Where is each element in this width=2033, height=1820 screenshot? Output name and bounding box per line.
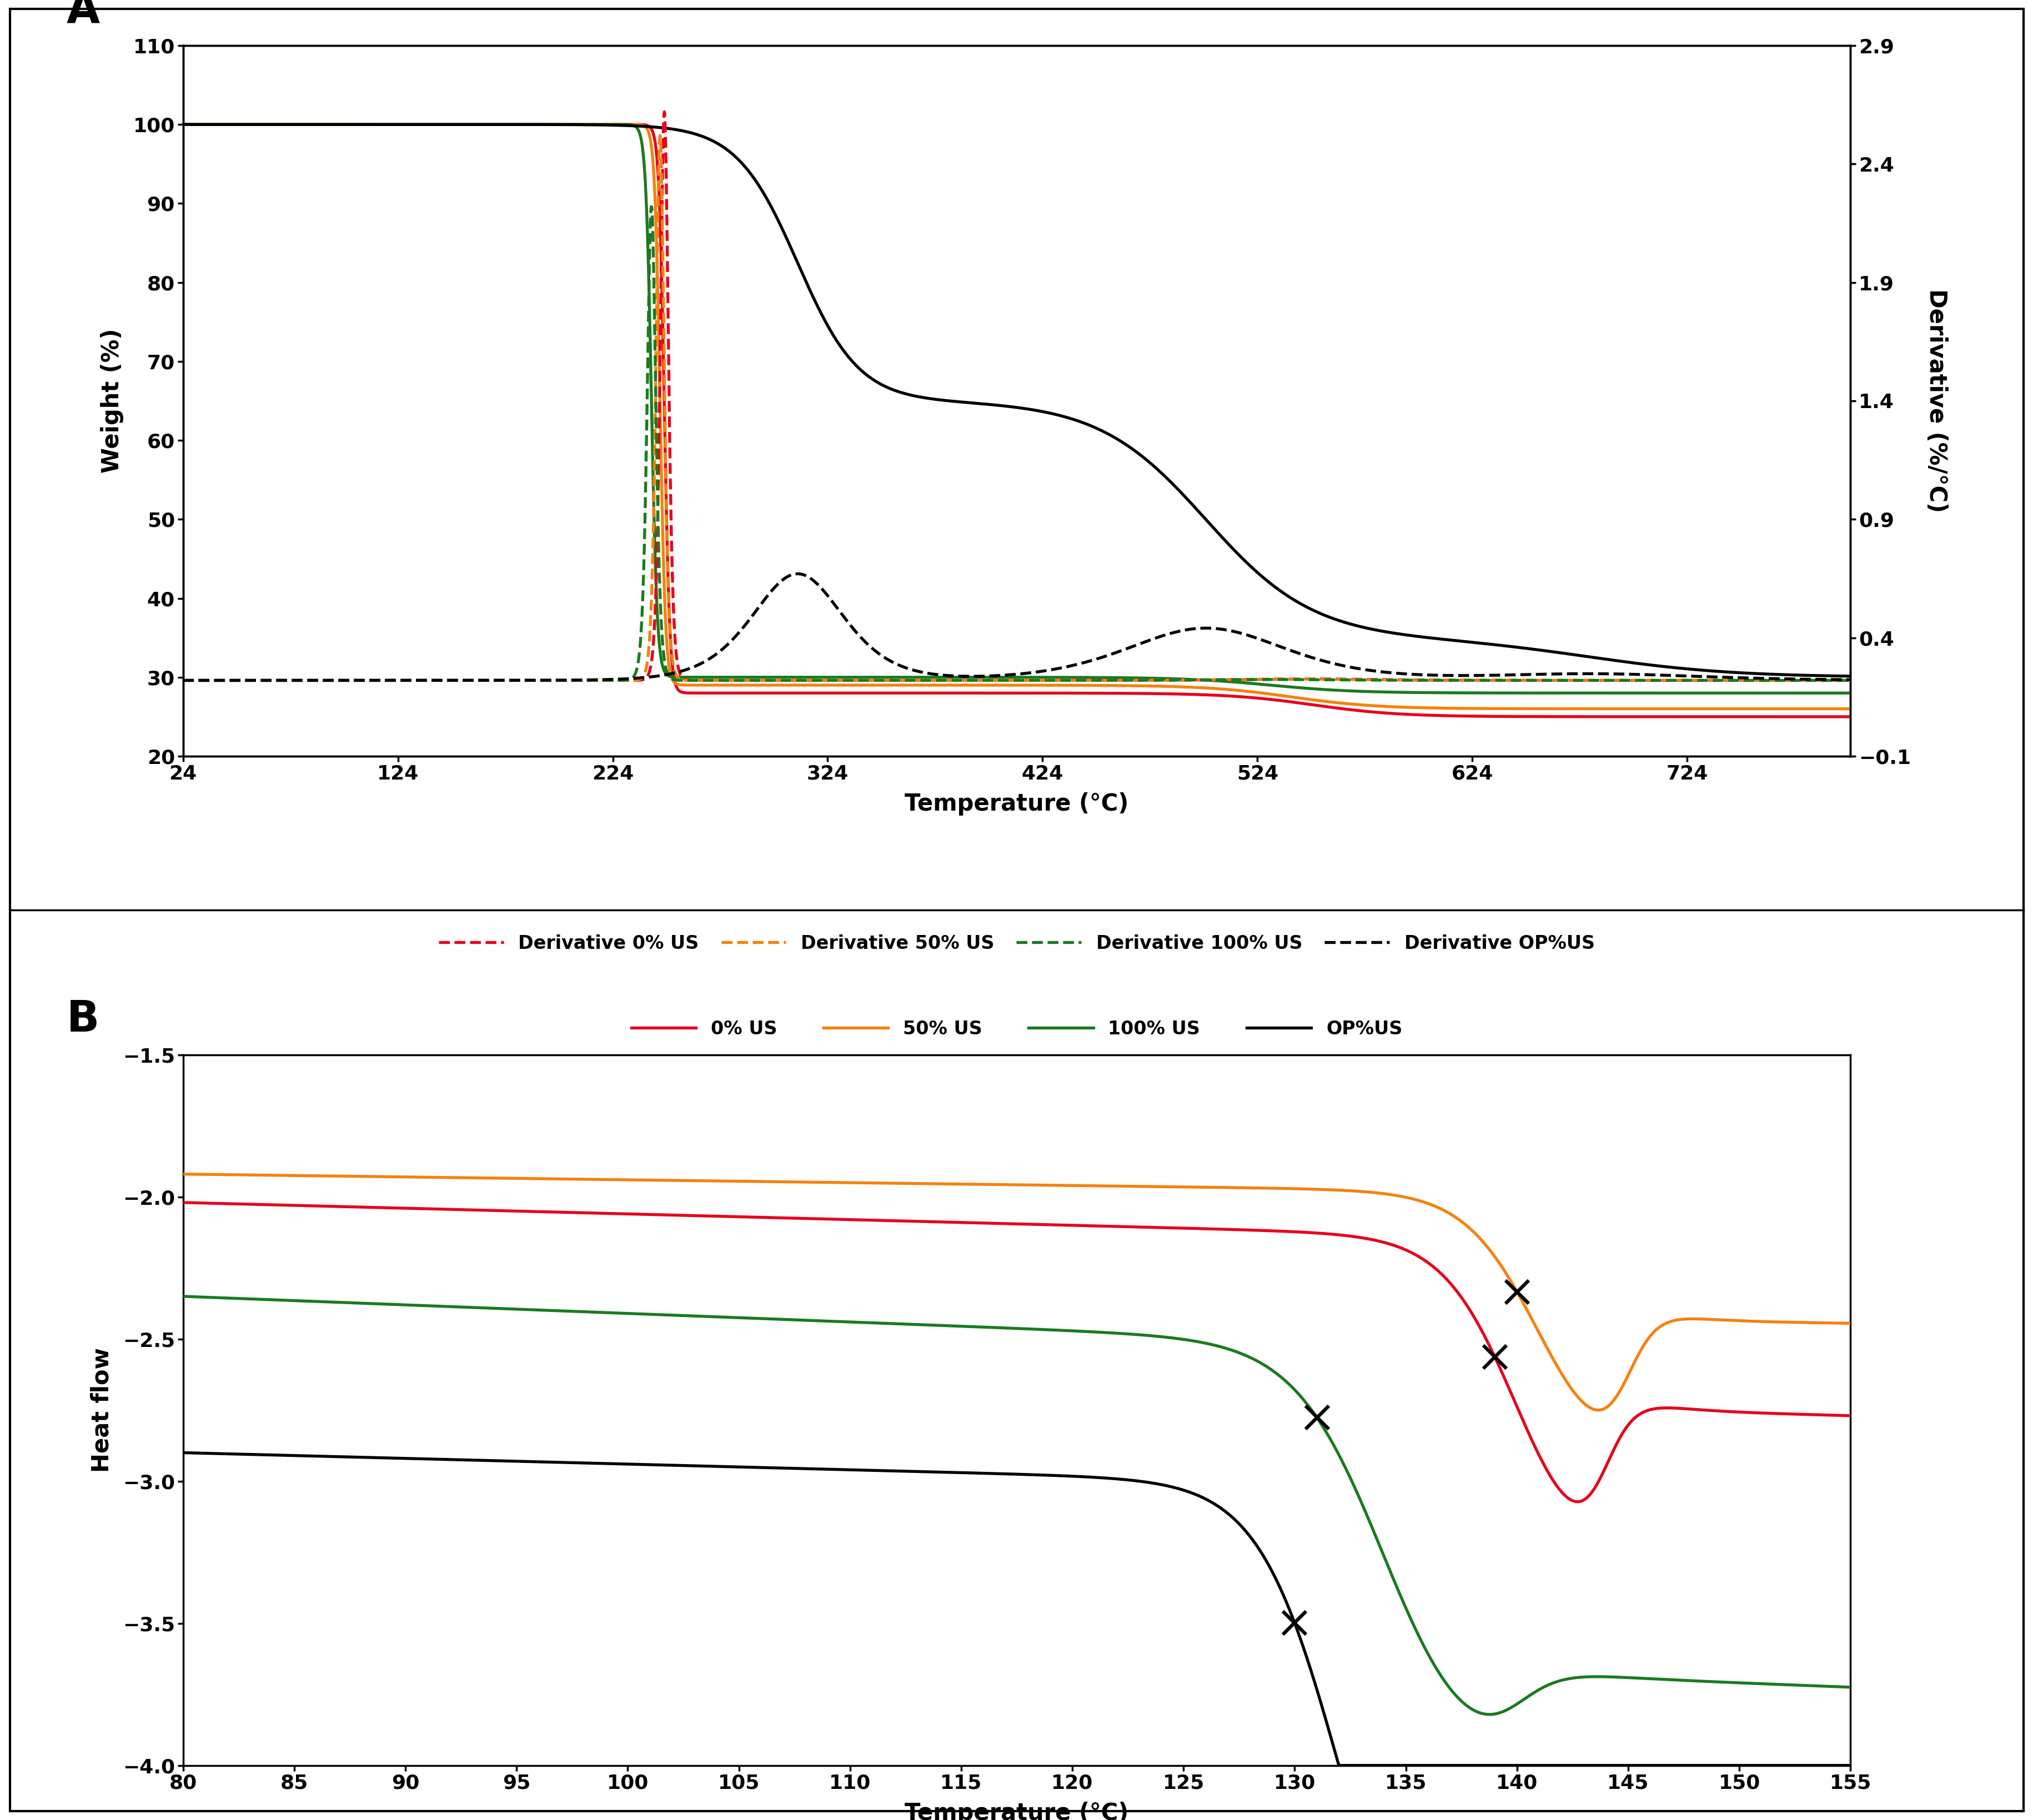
Text: B: B xyxy=(67,999,100,1041)
Y-axis label: Weight (%): Weight (%) xyxy=(100,329,124,473)
Y-axis label: Derivative (%/°C): Derivative (%/°C) xyxy=(1925,289,1948,513)
X-axis label: Temperature (°C): Temperature (°C) xyxy=(905,1802,1128,1820)
Legend: 0% US, 50% US, 100% US, OP%US: 0% US, 50% US, 100% US, OP%US xyxy=(624,1012,1409,1045)
X-axis label: Temperature (°C): Temperature (°C) xyxy=(905,792,1128,815)
Text: A: A xyxy=(67,0,100,31)
Y-axis label: Heat flow: Heat flow xyxy=(89,1347,114,1472)
